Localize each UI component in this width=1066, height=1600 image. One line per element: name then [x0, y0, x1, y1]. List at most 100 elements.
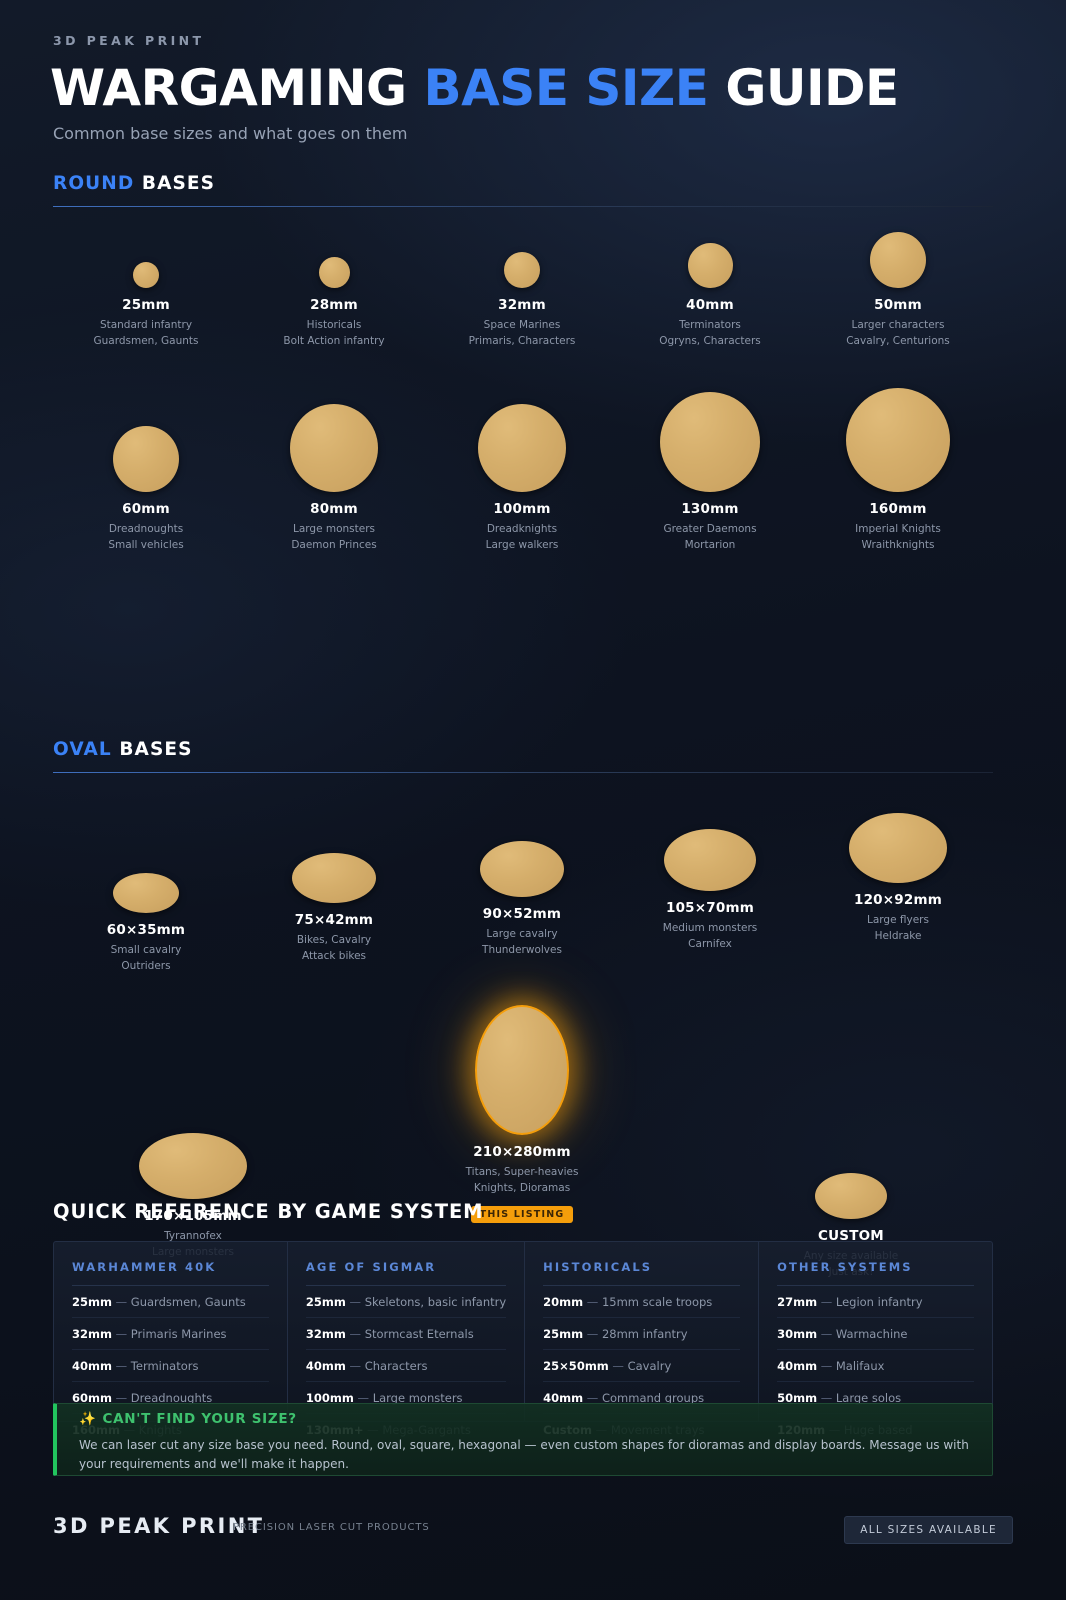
quick-reference-row-desc: Legion infantry	[835, 1295, 923, 1309]
base-desc-line-1: Dreadknights	[486, 523, 558, 535]
oval-base-shape	[139, 1133, 247, 1199]
base-desc-line-1: Space Marines	[483, 319, 561, 331]
base-size-label: 90×52mm	[482, 906, 562, 922]
base-desc-line-1: Greater Daemons	[663, 523, 757, 535]
base-size-label: 25mm	[122, 297, 170, 313]
quick-reference-row: 25mm — 28mm infantry	[543, 1318, 741, 1350]
page-title: WARGAMING BASE SIZE GUIDE	[50, 59, 899, 118]
base-shape-wrapper	[56, 380, 236, 492]
base-tile[interactable]: 105×70mm Medium monsters Carnifex	[620, 813, 800, 953]
round-base-shape	[133, 262, 159, 288]
oval-base-shape	[480, 841, 564, 897]
base-tile[interactable]: 40mm Terminators Ogryns, Characters	[620, 228, 800, 350]
base-tile[interactable]: 130mm Greater Daemons Mortarion	[620, 380, 800, 554]
base-desc-line-2: Ogryns, Characters	[659, 334, 761, 347]
quick-reference-row-dash: —	[583, 1391, 602, 1405]
base-tile[interactable]: 60×35mm Small cavalry Outriders	[56, 835, 236, 975]
round-base-shape	[870, 232, 926, 288]
quick-reference-row: 50mm — Large solos	[777, 1382, 974, 1414]
base-tile[interactable]: 100mm Dreadknights Large walkers	[432, 380, 612, 554]
quick-reference-row: 40mm — Terminators	[72, 1350, 269, 1382]
quick-reference-column: HISTORICALS 20mm — 15mm scale troops 25mm …	[524, 1242, 758, 1437]
quick-reference-row-size: 32mm	[305, 1327, 346, 1341]
quick-reference-column-heading: HISTORICALS	[543, 1260, 741, 1286]
base-description: Large flyers Heldrake	[808, 913, 988, 945]
title-part-1: WARGAMING	[50, 59, 424, 117]
quick-reference-column: AGE OF SIGMAR 25mm — Skeletons, basic inf…	[286, 1242, 524, 1437]
base-desc-line-1: Historicals	[306, 319, 362, 331]
base-size-label: 28mm	[310, 297, 358, 313]
quick-reference-column-heading: AGE OF SIGMAR	[305, 1260, 507, 1286]
base-shape-wrapper	[761, 1069, 941, 1219]
this-listing-badge: THIS LISTING	[470, 1205, 574, 1223]
base-tile[interactable]: 90×52mm Large cavalry Thunderwolves	[432, 819, 612, 959]
quick-reference-row-dash: —	[583, 1327, 602, 1341]
quick-reference-row-size: 25mm	[305, 1295, 346, 1309]
base-size-label: 160mm	[869, 501, 927, 517]
quick-reference-row: 100mm — Large monsters	[305, 1382, 507, 1414]
base-tile[interactable]: 120×92mm Large flyers Heldrake	[808, 805, 988, 945]
base-description: Imperial Knights Wraithknights	[808, 522, 988, 554]
base-desc-line-1: Large flyers	[867, 914, 929, 926]
base-desc-line-2: Outriders	[121, 959, 171, 972]
quick-reference-column-heading: WARHAMMER 40K	[72, 1260, 269, 1286]
base-desc-line-2: Mortarion	[684, 538, 736, 551]
title-part-2: GUIDE	[708, 59, 899, 117]
base-description: Space Marines Primaris, Characters	[432, 318, 612, 350]
base-shape-wrapper	[56, 228, 236, 288]
round-bases-grid: 25mm Standard infantry Guardsmen, Gaunts 28…	[53, 228, 993, 568]
base-tile[interactable]: 170×105mmTyrannofexLarge monsters	[103, 1049, 283, 1261]
base-desc-line-2: Bolt Action infantry	[283, 334, 385, 347]
quick-reference-row-dash: —	[111, 1391, 131, 1405]
oval-base-shape	[664, 829, 756, 891]
base-tile[interactable]: 60mm Dreadnoughts Small vehicles	[56, 380, 236, 554]
base-tile[interactable]: 32mm Space Marines Primaris, Characters	[432, 228, 612, 350]
base-shape-wrapper	[432, 985, 612, 1135]
quick-reference-row-desc: 15mm scale troops	[601, 1295, 713, 1309]
base-desc-line-1: Dreadnoughts	[108, 523, 184, 535]
quick-reference-row-desc: 28mm infantry	[601, 1327, 688, 1341]
quick-reference-row-desc: Primaris Marines	[130, 1327, 227, 1341]
base-size-label: 105×70mm	[665, 900, 754, 916]
quick-reference-column: OTHER SYSTEMS 27mm — Legion infantry 30mm …	[758, 1242, 992, 1437]
all-sizes-available-button[interactable]: ALL SIZES AVAILABLE	[844, 1516, 1013, 1544]
quick-reference-title: QUICK REFERENCE BY GAME SYSTEM	[53, 1200, 484, 1223]
base-tile[interactable]: 28mm Historicals Bolt Action infantry	[244, 228, 424, 350]
base-shape-wrapper	[620, 813, 800, 891]
base-desc-line-2: Heldrake	[874, 929, 922, 942]
base-desc-line-2: Guardsmen, Gaunts	[93, 334, 199, 347]
base-tile[interactable]: 50mm Larger characters Cavalry, Centurions	[808, 228, 988, 350]
quick-reference-column: WARHAMMER 40K 25mm — Guardsmen, Gaunts 32m…	[54, 1242, 287, 1437]
quick-reference-row-dash: —	[817, 1295, 836, 1309]
base-shape-wrapper	[56, 835, 236, 913]
base-tile[interactable]: 75×42mm Bikes, Cavalry Attack bikes	[244, 825, 424, 965]
base-size-label: 32mm	[498, 297, 546, 313]
base-size-label: 120×92mm	[853, 892, 942, 908]
quick-reference-row: 25mm — Skeletons, basic infantry	[305, 1286, 507, 1318]
base-tile[interactable]: 160mm Imperial Knights Wraithknights	[808, 380, 988, 554]
oval-base-shape	[292, 853, 376, 903]
quick-reference-row-desc: Stormcast Eternals	[364, 1327, 474, 1341]
quick-reference-row-desc: Terminators	[130, 1359, 199, 1373]
base-shape-wrapper	[432, 228, 612, 288]
base-size-label: 60mm	[122, 501, 170, 517]
custom-size-callout: ✨ CAN'T FIND YOUR SIZE? We can laser cut …	[53, 1403, 993, 1476]
base-tile[interactable]: 25mm Standard infantry Guardsmen, Gaunts	[56, 228, 236, 350]
base-size-label: CUSTOM	[818, 1228, 884, 1244]
base-tile[interactable]: 80mm Large monsters Daemon Princes	[244, 380, 424, 554]
oval-base-shape	[475, 1005, 569, 1135]
base-size-label: 80mm	[310, 501, 358, 517]
base-desc-line-2: Knights, Dioramas	[473, 1181, 571, 1194]
round-base-shape	[318, 257, 350, 288]
quick-reference-row-dash: —	[817, 1359, 836, 1373]
callout-title-row: ✨ CAN'T FIND YOUR SIZE?	[79, 1411, 970, 1427]
base-size-label: 210×280mm	[473, 1144, 571, 1160]
section-divider-round	[53, 206, 993, 207]
quick-reference-row-desc: Cavalry	[627, 1359, 672, 1373]
base-size-label: 50mm	[874, 297, 922, 313]
base-size-label: 130mm	[681, 501, 739, 517]
quick-reference-row-dash: —	[353, 1391, 373, 1405]
base-shape-wrapper	[808, 228, 988, 288]
base-tile[interactable]: 210×280mm Titans, Super-heavies Knights, D…	[432, 985, 612, 1223]
